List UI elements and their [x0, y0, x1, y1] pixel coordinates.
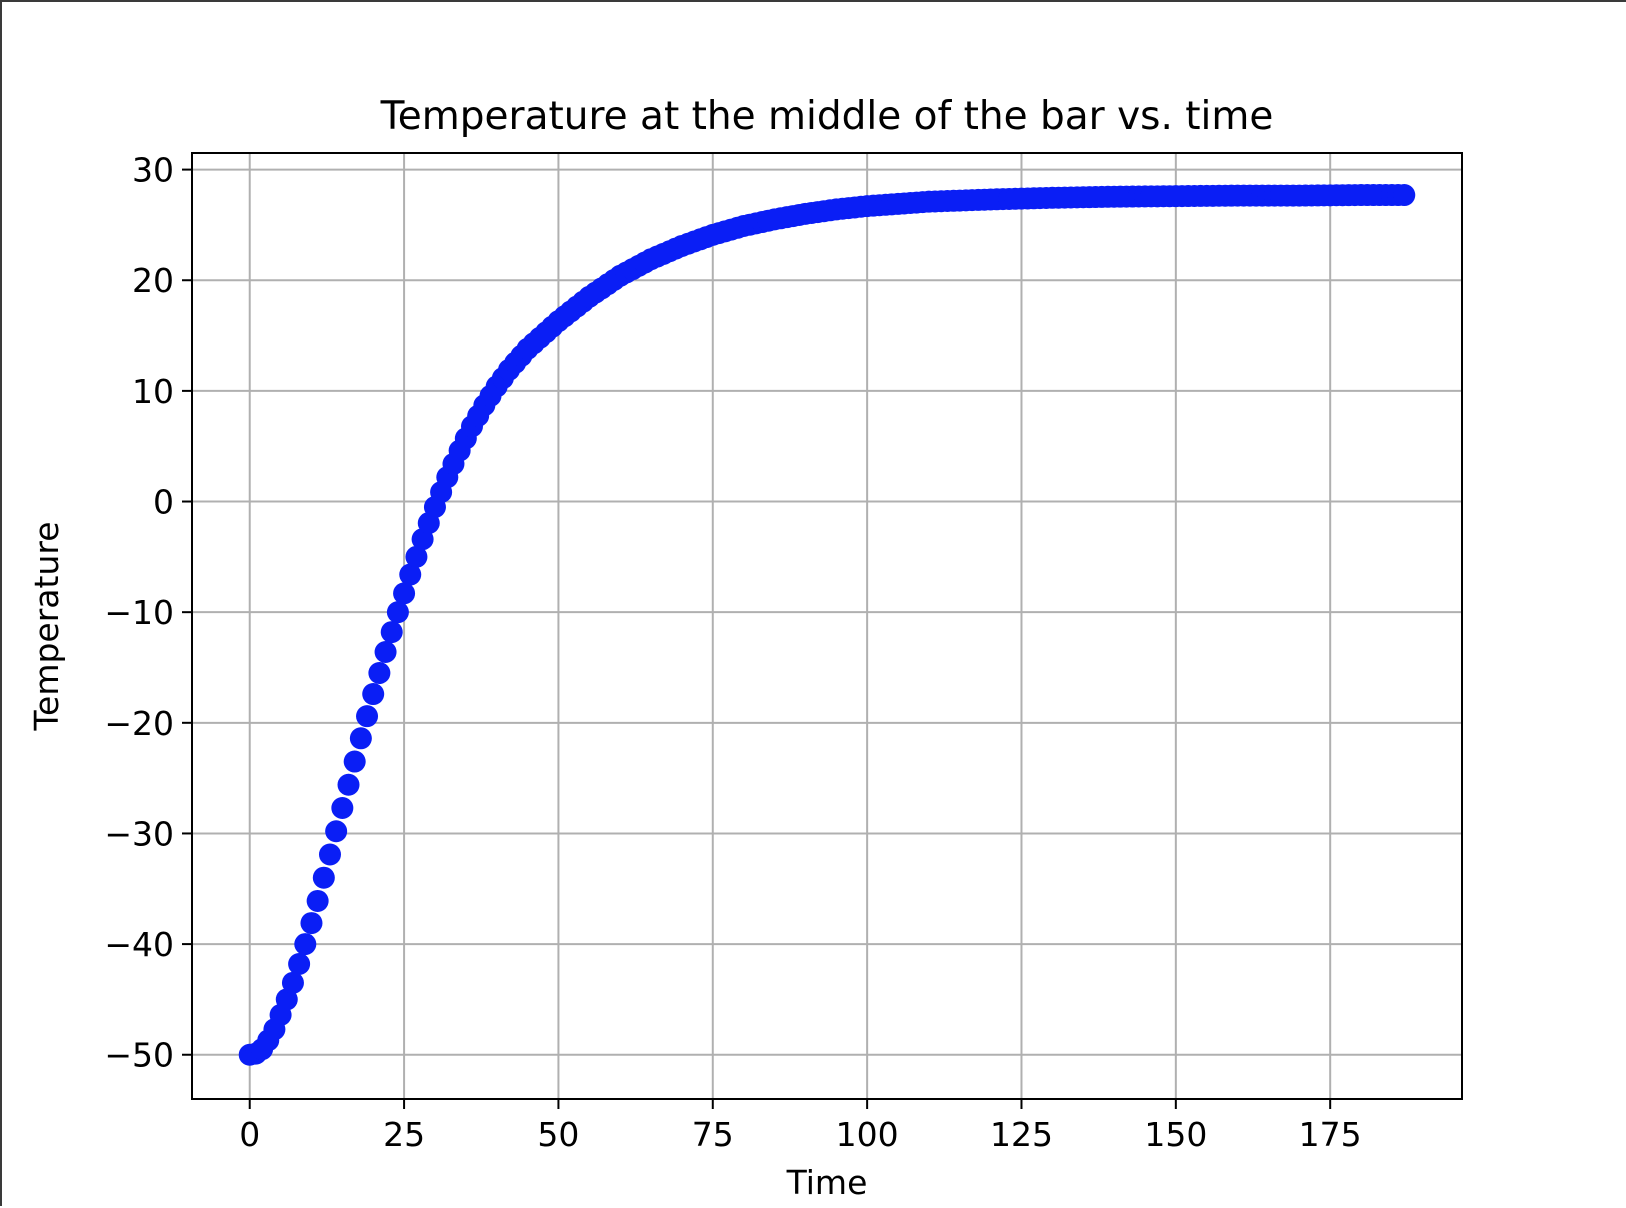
x-tick-label: 150: [1144, 1115, 1207, 1154]
data-point: [405, 545, 428, 568]
data-point: [318, 843, 341, 866]
y-tick-label: 20: [132, 261, 174, 300]
data-point: [362, 683, 385, 706]
data-point: [337, 773, 360, 796]
data-point: [349, 727, 372, 750]
data-point: [312, 866, 335, 889]
data-point: [294, 933, 317, 956]
y-tick-label: 0: [153, 483, 174, 522]
x-tick-label: 125: [990, 1115, 1053, 1154]
data-points: [238, 184, 1416, 1066]
axis-ticks: 0 25 50 75 100 125 150 175 −50 −40 −30 −20 −10 0 10 20 3…: [104, 151, 1361, 1154]
x-tick-label: 75: [692, 1115, 734, 1154]
data-point: [380, 621, 403, 644]
data-point: [343, 750, 366, 773]
y-tick-label: 30: [132, 151, 174, 190]
data-point: [288, 953, 311, 976]
data-point: [300, 912, 323, 935]
data-point: [374, 641, 397, 663]
y-tick-label: −20: [104, 704, 174, 743]
grid-layer: [192, 153, 1462, 1099]
data-point: [306, 889, 329, 912]
data-point: [386, 601, 409, 624]
y-tick-label: 10: [132, 372, 174, 411]
data-point: [399, 563, 422, 586]
plot-frame: [191, 152, 1463, 1100]
data-point: [1393, 184, 1416, 207]
x-tick-label: 50: [537, 1115, 579, 1154]
data-point: [331, 797, 354, 820]
data-point: [325, 820, 348, 843]
data-point: [356, 705, 379, 728]
y-tick-label: −30: [104, 814, 174, 853]
data-point: [281, 971, 304, 994]
y-axis-label: Temperature: [27, 521, 66, 731]
x-tick-label: 100: [836, 1115, 899, 1154]
y-tick-label: −10: [104, 593, 174, 632]
x-tick-label: 0: [239, 1115, 260, 1154]
data-point: [368, 662, 391, 685]
data-point: [393, 582, 416, 605]
x-tick-label: 25: [383, 1115, 425, 1154]
x-axis-label: Time: [786, 1163, 868, 1202]
chart-title: Temperature at the middle of the bar vs.…: [380, 94, 1274, 139]
y-tick-label: −40: [104, 925, 174, 964]
data-point: [275, 988, 298, 1011]
y-tick-label: −50: [104, 1036, 174, 1075]
x-tick-label: 175: [1299, 1115, 1362, 1154]
